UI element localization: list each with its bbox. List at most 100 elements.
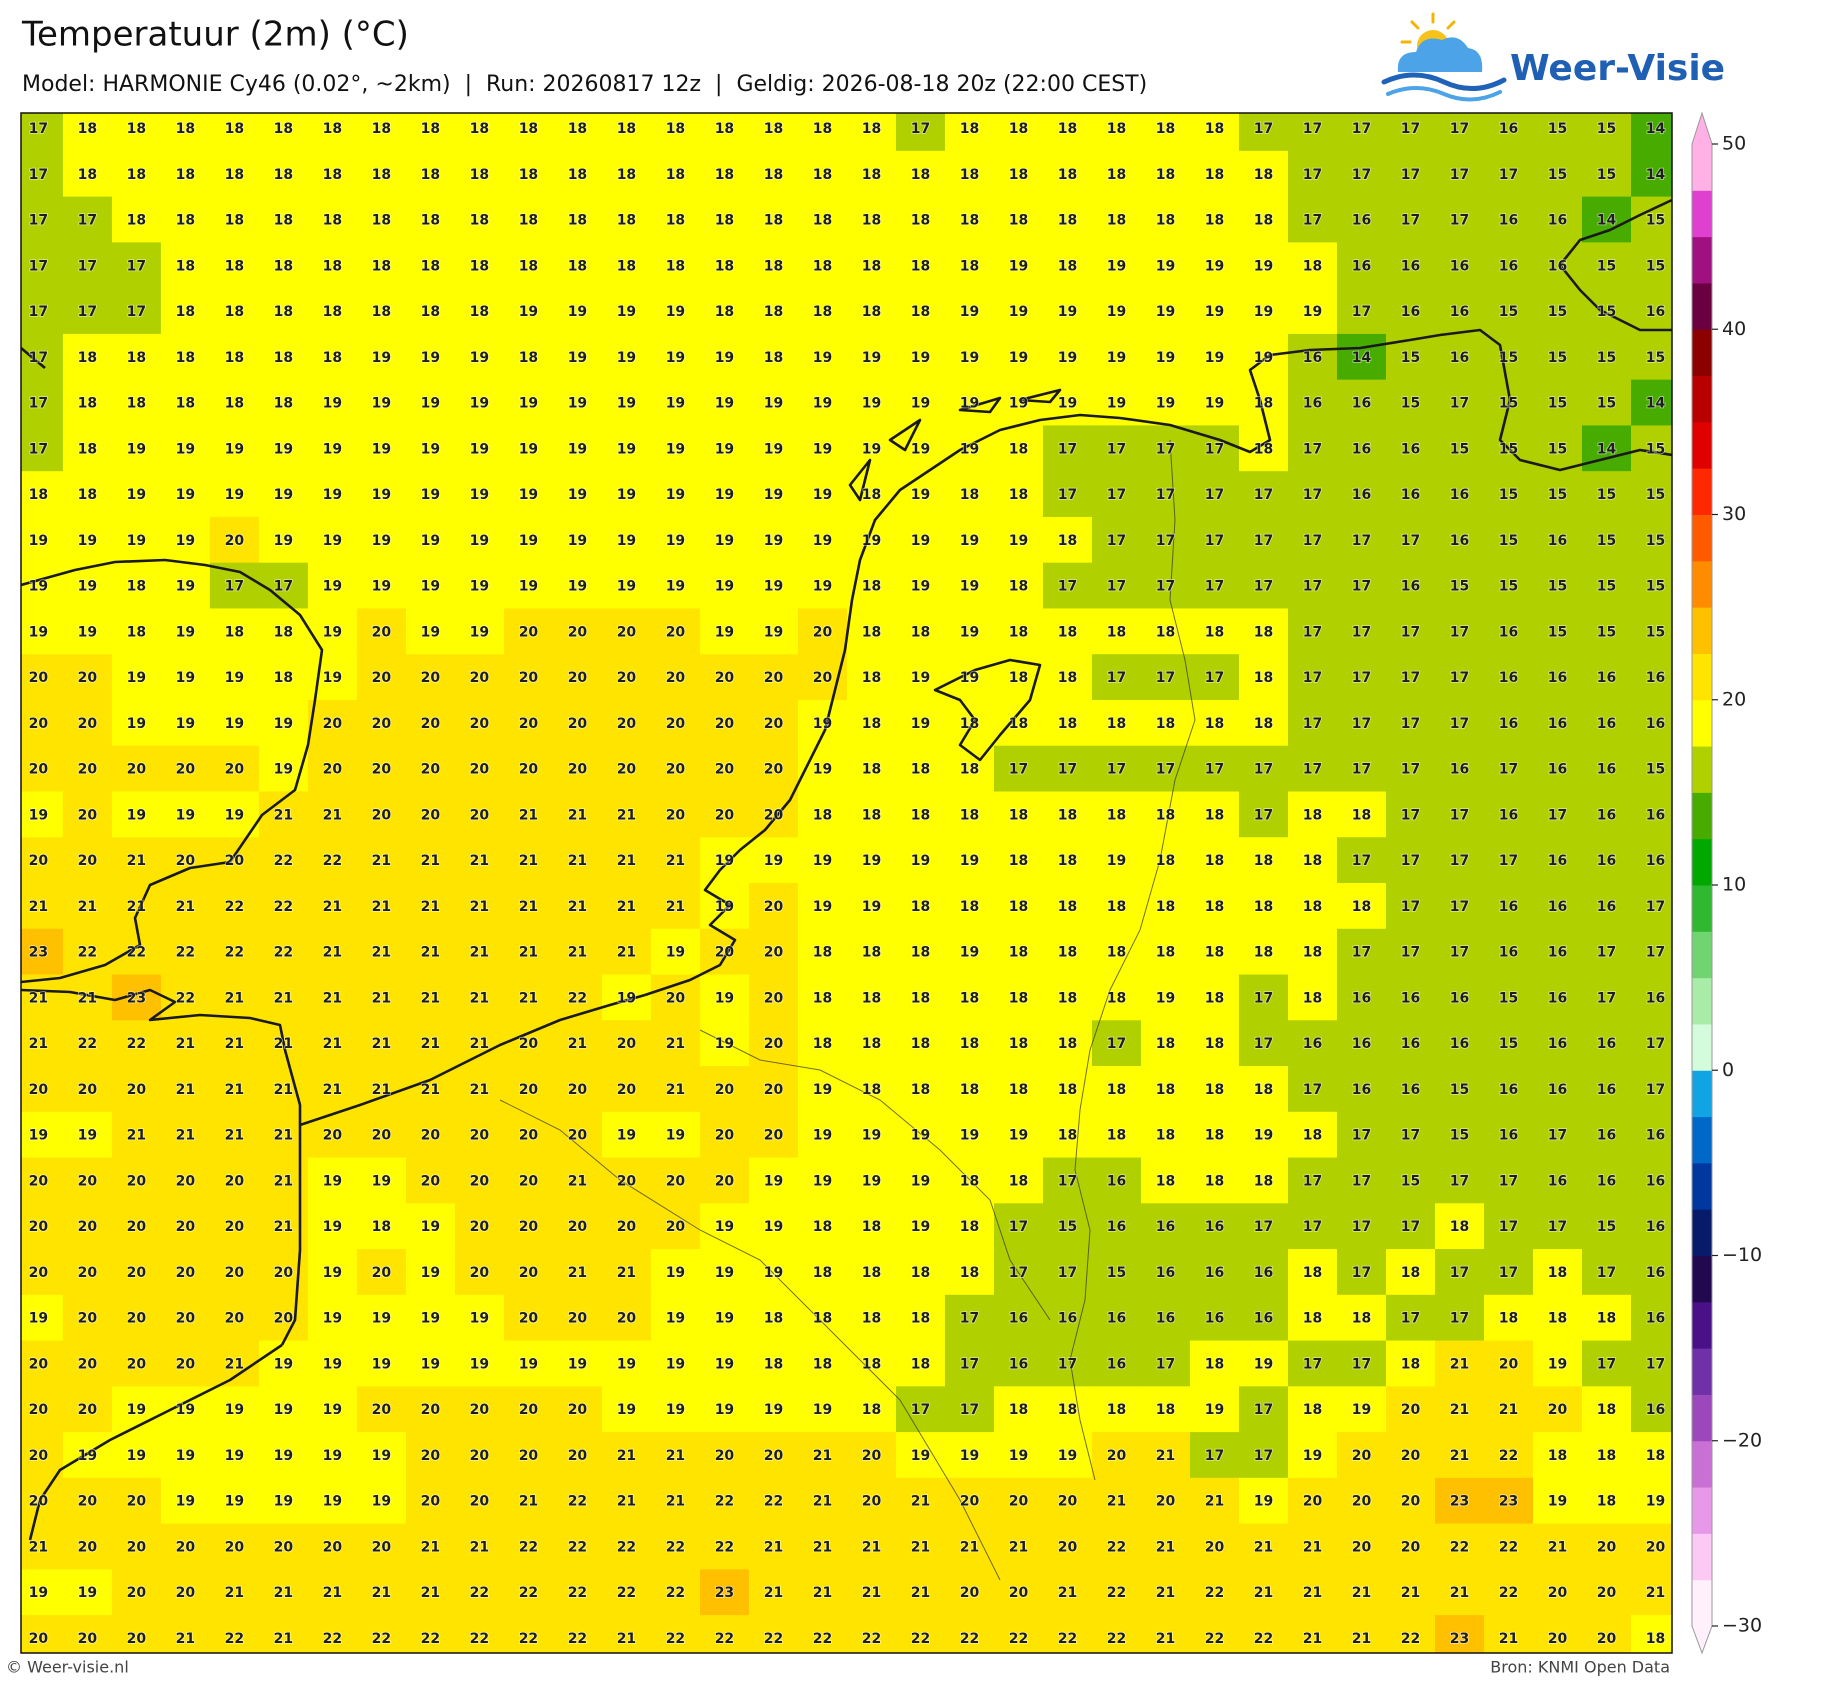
temp-cell <box>454 425 505 472</box>
temp-label: 18 <box>1303 1128 1322 1144</box>
temp-label: 20 <box>715 1448 735 1464</box>
temp-label: 19 <box>617 487 636 503</box>
temp-label: 17 <box>1107 579 1126 595</box>
temp-cell <box>1189 242 1240 289</box>
temp-cell <box>650 883 701 930</box>
temp-cell <box>846 699 897 747</box>
temp-label: 19 <box>666 396 685 412</box>
temp-label: 18 <box>78 487 97 503</box>
temp-cell <box>1581 516 1632 564</box>
temp-cell <box>1336 333 1387 381</box>
temp-cell <box>1532 699 1583 747</box>
temp-label: 18 <box>519 121 538 137</box>
temp-cell <box>454 471 505 518</box>
temp-label: 21 <box>666 1494 685 1510</box>
temp-label: 20 <box>1548 1631 1568 1647</box>
temp-cell <box>62 113 113 152</box>
temp-label: 19 <box>127 670 146 686</box>
temp-label: 17 <box>1009 762 1028 778</box>
temp-label: 17 <box>1450 670 1469 686</box>
temp-cell <box>1238 516 1289 564</box>
temp-cell <box>650 562 701 610</box>
temp-label: 19 <box>323 670 342 686</box>
temp-cell <box>895 699 946 747</box>
temp-cell <box>1042 883 1093 930</box>
temp-label: 19 <box>666 1311 685 1327</box>
temp-cell <box>1581 333 1632 381</box>
temp-cell <box>1434 113 1485 152</box>
colorbar-band <box>1692 1209 1712 1256</box>
temp-label: 16 <box>1450 1036 1469 1052</box>
temp-cell <box>797 379 848 427</box>
temp-cell <box>1630 699 1672 747</box>
temp-label: 17 <box>1156 441 1175 457</box>
temp-label: 20 <box>127 1494 147 1510</box>
temp-cell <box>1385 113 1436 152</box>
temp-cell <box>1140 654 1191 701</box>
temp-cell <box>62 928 113 976</box>
temp-label: 18 <box>960 990 979 1006</box>
temp-cell <box>993 196 1044 243</box>
temp-label: 15 <box>1597 396 1616 412</box>
temp-cell <box>160 196 211 243</box>
temp-label: 17 <box>225 579 244 595</box>
temp-label: 15 <box>1499 1036 1518 1052</box>
temp-cell <box>1385 883 1436 930</box>
temp-label: 17 <box>960 1311 979 1327</box>
temp-cell <box>699 654 750 701</box>
temp-cell <box>797 425 848 472</box>
temp-label: 22 <box>568 1494 587 1510</box>
temp-label: 17 <box>1352 1356 1371 1372</box>
temp-cell <box>1140 837 1191 884</box>
temp-label: 19 <box>1058 304 1077 320</box>
temp-label: 19 <box>666 1356 685 1372</box>
temp-label: 19 <box>666 304 685 320</box>
temp-label: 20 <box>666 762 686 778</box>
temp-label: 19 <box>960 1448 979 1464</box>
temp-label: 18 <box>1058 624 1077 640</box>
temp-cell <box>1287 150 1338 198</box>
temp-label: 15 <box>1646 213 1665 229</box>
temp-cell <box>1189 974 1240 1021</box>
temp-label: 20 <box>1597 1585 1617 1601</box>
temp-label: 18 <box>323 258 342 274</box>
temp-label: 17 <box>1303 1356 1322 1372</box>
temp-label: 19 <box>372 441 391 457</box>
temp-label: 19 <box>225 1494 244 1510</box>
temp-label: 19 <box>323 1402 342 1418</box>
temp-cell <box>1189 150 1240 198</box>
temp-label: 18 <box>862 579 881 595</box>
temp-cell <box>307 425 358 472</box>
temp-cell <box>209 608 260 655</box>
temp-label: 17 <box>1254 1448 1273 1464</box>
temp-cell <box>258 516 309 564</box>
temp-cell <box>1434 471 1485 518</box>
temp-cell <box>1385 928 1436 976</box>
temp-cell <box>111 150 162 198</box>
temp-cell <box>1483 1020 1534 1067</box>
temp-cell <box>1287 425 1338 472</box>
temp-cell <box>1042 608 1093 655</box>
temp-label: 19 <box>470 624 489 640</box>
temp-label: 20 <box>470 1173 490 1189</box>
temp-cell <box>1630 113 1672 152</box>
temp-cell <box>1140 745 1191 793</box>
temp-cell <box>258 974 309 1021</box>
temp-label: 20 <box>323 716 343 732</box>
temp-cell <box>62 837 113 884</box>
temp-cell <box>601 471 652 518</box>
temp-label: 18 <box>813 1356 832 1372</box>
temp-label: 20 <box>225 533 245 549</box>
temp-label: 19 <box>127 716 146 732</box>
temp-cell <box>1385 242 1436 289</box>
temp-label: 18 <box>813 121 832 137</box>
temp-label: 19 <box>715 1265 734 1281</box>
temp-cell <box>160 745 211 793</box>
temp-cell <box>1189 745 1240 793</box>
temp-label: 21 <box>323 899 342 915</box>
temp-label: 19 <box>764 396 783 412</box>
temp-label: 17 <box>1058 762 1077 778</box>
temp-cell <box>503 516 554 564</box>
temp-label: 22 <box>470 1631 489 1647</box>
